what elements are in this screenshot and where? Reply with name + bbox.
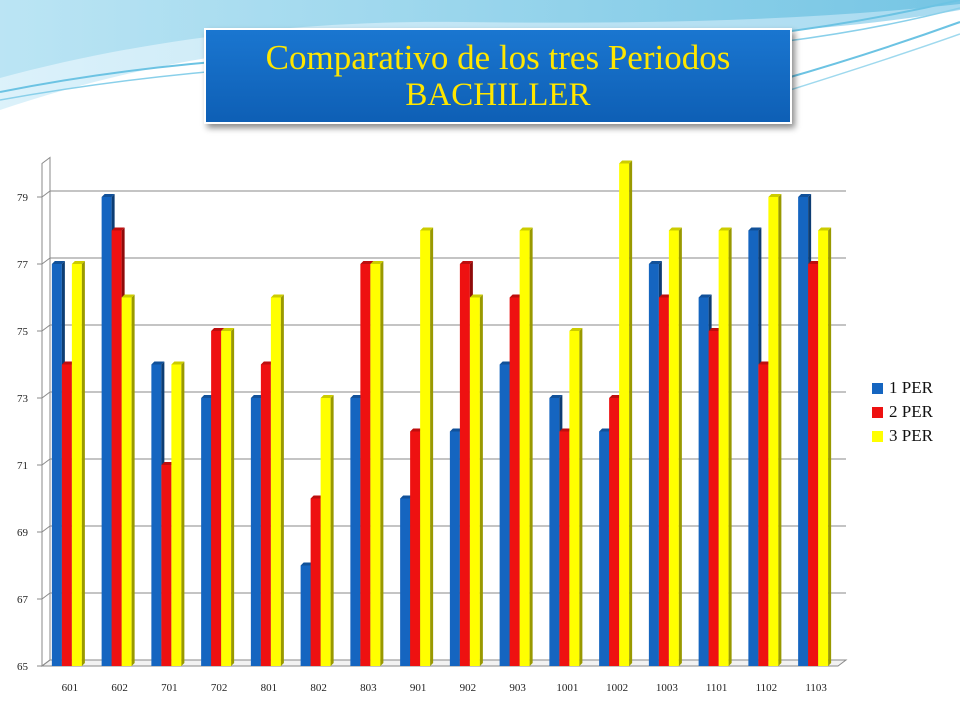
chart-side-wall	[41, 156, 51, 667]
legend-item: 2 PER	[872, 400, 933, 424]
x-tick-label: 701	[161, 682, 178, 694]
x-tick-label: 602	[111, 682, 128, 694]
y-tick-label: 71	[17, 460, 28, 472]
y-tick-label: 67	[17, 594, 29, 606]
y-tick-label: 77	[17, 259, 29, 271]
y-tick-label: 65	[17, 661, 29, 673]
x-tick-label: 902	[460, 682, 477, 694]
chart-bars	[51, 160, 832, 666]
x-tick-label: 801	[261, 682, 278, 694]
legend-item: 1 PER	[872, 376, 933, 400]
bar	[519, 227, 533, 666]
x-tick-label: 803	[360, 682, 377, 694]
y-tick-label: 73	[17, 393, 29, 405]
bar	[420, 227, 434, 666]
y-tick-label: 69	[17, 527, 29, 539]
bar	[818, 227, 832, 666]
bar	[668, 227, 682, 666]
chart-title-box: Comparativo de los tres Periodos BACHILL…	[204, 28, 792, 124]
bar	[71, 261, 85, 666]
gridline	[41, 190, 846, 198]
bar	[370, 261, 384, 666]
x-tick-label: 1101	[706, 682, 728, 694]
x-tick-label: 1102	[756, 682, 778, 694]
x-axis-ticks: 601 602 701 702 801 802 803 901 902 903 1001 1002 10…	[62, 682, 828, 694]
x-tick-label: 901	[410, 682, 427, 694]
bar	[619, 160, 633, 666]
x-tick-label: 1001	[556, 682, 578, 694]
legend-label: 3 PER	[889, 426, 933, 445]
bar	[221, 328, 235, 666]
gridline	[41, 324, 846, 332]
bar	[121, 294, 135, 666]
x-tick-label: 702	[211, 682, 228, 694]
x-tick-label: 1002	[606, 682, 628, 694]
bar	[270, 294, 284, 666]
x-tick-label: 903	[509, 682, 526, 694]
bar	[718, 227, 732, 666]
gridline	[41, 257, 846, 265]
bar	[320, 395, 334, 666]
chart-title-line1: Comparativo de los tres Periodos	[265, 38, 731, 77]
bar	[569, 328, 583, 666]
legend-swatch	[872, 382, 883, 394]
bar	[469, 294, 483, 666]
bar	[768, 194, 782, 666]
legend-item: 3 PER	[872, 424, 933, 448]
chart-title-line2: BACHILLER	[405, 77, 591, 113]
legend-label: 2 PER	[889, 402, 933, 421]
x-tick-label: 1003	[656, 682, 679, 694]
x-tick-label: 802	[310, 682, 327, 694]
bar	[171, 361, 185, 666]
legend-label: 1 PER	[889, 378, 933, 397]
chart-legend: 1 PER 2 PER 3 PER	[872, 376, 933, 448]
y-tick-label: 79	[17, 192, 29, 204]
legend-swatch	[872, 430, 883, 442]
x-tick-label: 1103	[805, 682, 827, 694]
y-axis-ticks: 65 67 69 71 73 75 77 79	[17, 192, 29, 673]
y-tick-label: 75	[17, 326, 29, 338]
legend-swatch	[872, 406, 883, 418]
x-tick-label: 601	[62, 682, 79, 694]
